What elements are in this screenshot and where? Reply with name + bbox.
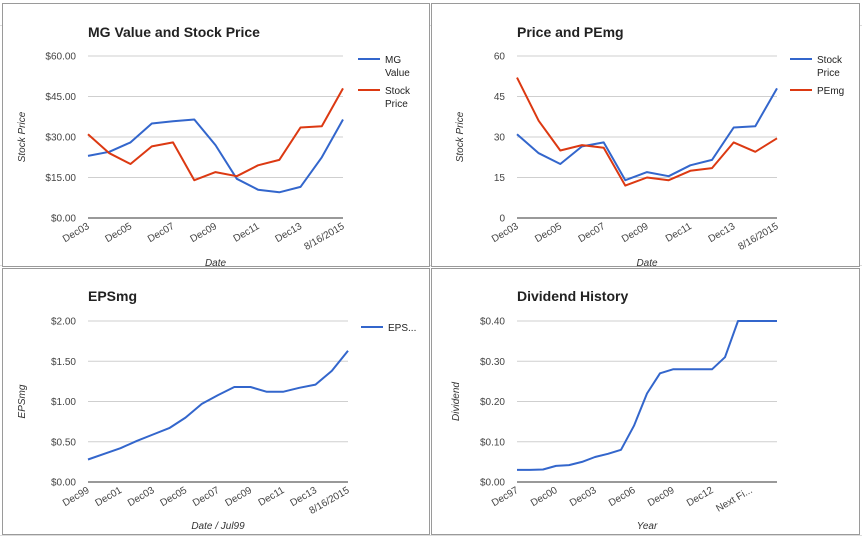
- chart-3-x-tick-label: Dec00: [529, 485, 560, 509]
- chart-0-x-tick-label: Dec05: [103, 221, 134, 245]
- chart-1-legend-label: PEmg: [817, 86, 844, 97]
- chart-2-title: EPSmg: [88, 288, 137, 304]
- chart-0-y-tick-label: $0.00: [51, 214, 76, 225]
- chart-1-x-tick-label: Dec09: [620, 221, 651, 245]
- chart-3-x-tick-label: Dec12: [685, 485, 716, 509]
- chart-0-y-tick-label: $45.00: [45, 92, 76, 103]
- chart-3-y-tick-label: $0.20: [480, 397, 505, 408]
- chart-3-title: Dividend History: [517, 288, 628, 304]
- chart-2-x-tick-label: Dec05: [158, 485, 189, 509]
- chart-2-x-tick-label: Dec01: [93, 485, 124, 509]
- chart-0-x-tick-label: Dec11: [232, 221, 262, 245]
- chart-3-y-axis-label: Dividend: [451, 382, 462, 421]
- chart-0-legend-label: Price: [385, 99, 408, 110]
- chart-3-x-axis-label: Year: [637, 521, 658, 532]
- chart-0-x-tick-label: Dec13: [273, 221, 304, 245]
- chart-2-y-tick-label: $0.00: [51, 478, 76, 489]
- chart-3-y-tick-label: $0.30: [480, 357, 505, 368]
- chart-2-x-tick-label: Dec07: [191, 485, 222, 509]
- chart-1-series-line-0: [516, 87, 778, 182]
- chart-2-y-tick-label: $1.50: [51, 357, 76, 368]
- chart-2-legend-label: EPS...: [388, 323, 416, 334]
- chart-0-legend-label: Stock: [385, 86, 411, 97]
- chart-3-x-tick-label: Dec06: [607, 485, 638, 509]
- chart-svg-price-pemg: Price and PEmg 0 15 30 45 60 Dec03 Dec05 Dec07 De…: [455, 24, 844, 268]
- chart-1-x-tick-label: Dec05: [533, 221, 564, 245]
- chart-1-x-tick-label: Dec03: [490, 221, 521, 245]
- chart-1-legend-label: Stock: [817, 55, 843, 66]
- chart-3-series-line-0: [517, 320, 777, 471]
- chart-0-title: MG Value and Stock Price: [88, 24, 260, 40]
- chart-1-title: Price and PEmg: [517, 24, 624, 40]
- chart-1-x-tick-label: Dec11: [664, 221, 694, 245]
- chart-1-y-tick-label: 0: [499, 214, 505, 225]
- chart-panel-epsmg: EPSmg $0.00 $0.50 $1.00 $1.50 $2.00 Dec99 Dec01…: [2, 268, 430, 535]
- chart-0-series-line-1: [87, 87, 344, 182]
- chart-2-y-axis-label: EPSmg: [17, 384, 28, 418]
- chart-1-x-tick-label: Dec07: [577, 221, 608, 245]
- chart-1-x-axis-label: Date: [636, 258, 658, 268]
- chart-1-y-tick-label: 30: [494, 133, 506, 144]
- chart-1-x-tick-label: Dec13: [707, 221, 738, 245]
- chart-3-y-tick-label: $0.00: [480, 478, 505, 489]
- chart-2-y-tick-label: $2.00: [51, 317, 76, 328]
- chart-0-y-tick-label: $30.00: [45, 133, 76, 144]
- chart-1-series-line-1: [516, 77, 778, 187]
- chart-0-x-axis-label: Date: [205, 258, 227, 268]
- chart-3-x-tick-label: Dec09: [646, 485, 677, 509]
- chart-0-legend-label: MG: [385, 55, 401, 66]
- chart-svg-dividend: Dividend History $0.00 $0.10 $0.20 $0.30 $0.4…: [451, 288, 777, 532]
- chart-0-y-tick-label: $15.00: [45, 173, 76, 184]
- chart-0-x-tick-label: 8/16/2015: [302, 221, 346, 253]
- chart-0-y-tick-label: $60.00: [45, 52, 76, 63]
- chart-0-x-tick-label: Dec07: [146, 221, 177, 245]
- chart-2-x-tick-label: Dec09: [223, 485, 254, 509]
- chart-0-series-line-0: [87, 118, 344, 194]
- chart-1-y-tick-label: 45: [494, 92, 506, 103]
- chart-2-y-tick-label: $0.50: [51, 437, 76, 448]
- chart-0-x-tick-label: Dec09: [188, 221, 219, 245]
- chart-2-x-tick-label: Dec11: [257, 485, 287, 509]
- chart-2-x-axis-label: Date / Jul99: [191, 521, 245, 532]
- chart-panel-dividend: Dividend History $0.00 $0.10 $0.20 $0.30 $0.4…: [431, 268, 860, 535]
- chart-svg-mg-value: MG Value and Stock Price $0.00 $15.00 $30.0…: [17, 24, 411, 268]
- chart-2-series-line-0: [87, 350, 349, 461]
- chart-3-y-tick-label: $0.10: [480, 437, 505, 448]
- chart-1-legend-label: Price: [817, 68, 840, 79]
- chart-3-y-tick-label: $0.40: [480, 317, 505, 328]
- chart-1-y-tick-label: 15: [494, 173, 506, 184]
- chart-0-y-axis-label: Stock Price: [17, 111, 28, 162]
- chart-0-legend-label: Value: [385, 68, 410, 79]
- chart-2-y-tick-label: $1.00: [51, 397, 76, 408]
- chart-2-x-tick-label: Dec03: [126, 485, 157, 509]
- chart-panel-price-pemg: Price and PEmg 0 15 30 45 60 Dec03 Dec05 Dec07 De…: [431, 3, 860, 268]
- chart-3-x-tick-label: Dec03: [568, 485, 599, 509]
- chart-panel-mg-value: MG Value and Stock Price $0.00 $15.00 $30.0…: [2, 3, 430, 268]
- chart-1-y-tick-label: 60: [494, 52, 506, 63]
- chart-1-y-axis-label: Stock Price: [455, 111, 466, 162]
- chart-3-x-tick-label: Next Fi...: [714, 485, 754, 515]
- chart-1-x-tick-label: 8/16/2015: [736, 221, 780, 253]
